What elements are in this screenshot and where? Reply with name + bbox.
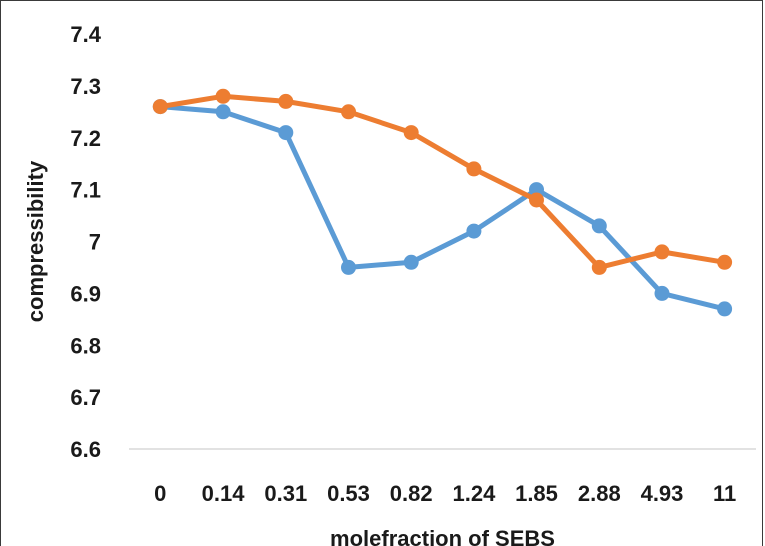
data-point bbox=[717, 254, 733, 270]
data-point bbox=[215, 104, 231, 120]
series-layer bbox=[152, 88, 733, 317]
x-tick-label: 1.85 bbox=[515, 481, 558, 506]
data-point bbox=[278, 125, 294, 141]
data-point bbox=[591, 218, 607, 234]
y-tick-label: 6.8 bbox=[70, 333, 101, 358]
data-point bbox=[403, 125, 419, 141]
data-point bbox=[341, 259, 356, 275]
series-1 bbox=[152, 99, 733, 317]
y-tick-label: 7.4 bbox=[70, 22, 101, 47]
x-axis-ticks: 0 0.14 0.31 0.53 0.82 1.24 1.85 2.88 4.93 11 bbox=[154, 481, 736, 506]
y-tick-label: 7 bbox=[89, 230, 101, 255]
data-point bbox=[717, 301, 733, 317]
x-tick-label: 0.31 bbox=[264, 481, 307, 506]
data-point bbox=[466, 161, 482, 177]
data-point bbox=[152, 99, 168, 115]
y-axis-ticks: 7.4 7.3 7.2 7.1 7 6.9 6.8 6.7 6.6 bbox=[70, 22, 101, 462]
y-tick-label: 6.6 bbox=[70, 437, 101, 462]
x-tick-label: 0.14 bbox=[202, 481, 246, 506]
data-point bbox=[654, 244, 670, 260]
y-axis-title: compressibility bbox=[23, 160, 48, 322]
series-line bbox=[157, 93, 728, 270]
series-line bbox=[157, 104, 728, 312]
y-tick-label: 7.2 bbox=[70, 126, 101, 151]
data-point bbox=[215, 88, 231, 104]
series-2 bbox=[152, 88, 733, 275]
y-tick-label: 6.9 bbox=[70, 281, 101, 306]
x-tick-label: 0.82 bbox=[390, 481, 433, 506]
x-tick-label: 2.88 bbox=[578, 481, 621, 506]
y-tick-label: 7.3 bbox=[70, 74, 101, 99]
data-point bbox=[529, 192, 544, 208]
x-tick-label: 0 bbox=[154, 481, 166, 506]
data-point bbox=[278, 93, 294, 109]
data-point bbox=[466, 223, 482, 239]
data-point bbox=[529, 182, 544, 198]
data-point bbox=[341, 104, 356, 120]
x-tick-label: 4.93 bbox=[641, 481, 684, 506]
data-point bbox=[654, 285, 670, 301]
x-axis-title: molefraction of SEBS bbox=[330, 526, 555, 546]
x-tick-label: 1.24 bbox=[452, 481, 496, 506]
x-tick-label: 0.53 bbox=[327, 481, 370, 506]
x-tick-label: 11 bbox=[713, 481, 736, 506]
y-tick-label: 7.1 bbox=[70, 178, 101, 203]
data-point bbox=[403, 254, 419, 270]
y-tick-label: 6.7 bbox=[70, 385, 101, 410]
data-point bbox=[591, 259, 607, 275]
